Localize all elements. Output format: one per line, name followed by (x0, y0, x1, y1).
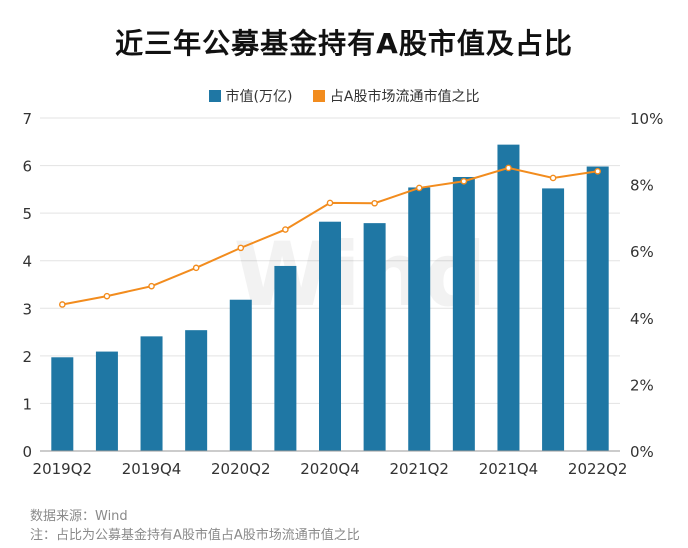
x-tick-label: 2021Q4 (479, 460, 539, 478)
ratio-point (192, 264, 200, 272)
legend-item-market-value: 市值(万亿) (208, 86, 293, 106)
bar (363, 223, 386, 451)
ratio-point (505, 164, 512, 172)
ratio-point (148, 282, 155, 290)
ratio-point (326, 199, 334, 207)
bar (452, 176, 475, 451)
ratio-point (460, 177, 468, 185)
bar (140, 336, 163, 451)
source-note: 数据来源：Wind (30, 509, 128, 524)
chart-title: 近三年公募基金持有A股市值及占比 (115, 27, 573, 60)
bar (274, 265, 297, 451)
y-left-tick-label: 7 (22, 110, 32, 128)
y-left-tick-label: 0 (22, 443, 32, 461)
bar (319, 221, 341, 451)
bar (95, 351, 118, 451)
x-tick-label: 2021Q2 (389, 460, 449, 478)
legend-item-ratio: 占A股市场流通市值之比 (312, 86, 480, 106)
y-right-tick-label: 0% (630, 443, 654, 461)
y-left-tick-label: 2 (22, 348, 32, 366)
y-right-tick-label: 6% (630, 243, 654, 261)
ratio-point (371, 199, 378, 207)
ratio-point (103, 292, 111, 300)
ratio-point (549, 174, 557, 182)
x-tick-label: 2020Q2 (211, 460, 271, 478)
bar (586, 166, 609, 451)
y-left-tick-label: 4 (22, 253, 32, 271)
ratio-note: 注：占比为公募基金持有A股市值占A股市场流通市值之比 (30, 528, 360, 543)
y-right-tick-label: 2% (630, 376, 654, 394)
ratio-point (282, 226, 289, 233)
y-left-tick-label: 3 (22, 300, 32, 318)
y-left-tick-label: 6 (22, 158, 32, 176)
bar (185, 330, 208, 451)
ratio-point (237, 244, 245, 252)
bar (497, 144, 520, 451)
legend-label-ratio: 占A股市场流通市值之比 (329, 89, 480, 105)
y-left-tick-label: 5 (22, 205, 32, 223)
ratio-point (594, 167, 601, 175)
footer: 数据来源：Wind 注：占比为公募基金持有A股市值占A股市场流通市值之比 (30, 507, 360, 545)
x-tick-label: 2019Q4 (122, 460, 182, 478)
bar (51, 357, 74, 451)
x-tick-label: 2022Q2 (568, 460, 628, 478)
legend-swatch-line (312, 90, 325, 102)
bar (229, 299, 252, 451)
x-tick-label: 2019Q2 (33, 460, 93, 478)
legend-label-market-value: 市值(万亿) (225, 89, 293, 105)
y-right-tick-label: 10% (630, 110, 663, 128)
ratio-point (59, 301, 66, 308)
legend: 市值(万亿) 占A股市场流通市值之比 (0, 86, 688, 106)
ratio-point (415, 184, 423, 192)
legend-swatch-bar (208, 90, 221, 102)
y-right-tick-label: 8% (630, 177, 654, 195)
bar (408, 187, 431, 451)
x-tick-label: 2020Q4 (300, 460, 360, 478)
y-right-tick-label: 4% (630, 310, 654, 328)
bar (542, 188, 565, 452)
y-left-tick-label: 1 (22, 395, 32, 413)
watermark: Wind (234, 223, 487, 326)
